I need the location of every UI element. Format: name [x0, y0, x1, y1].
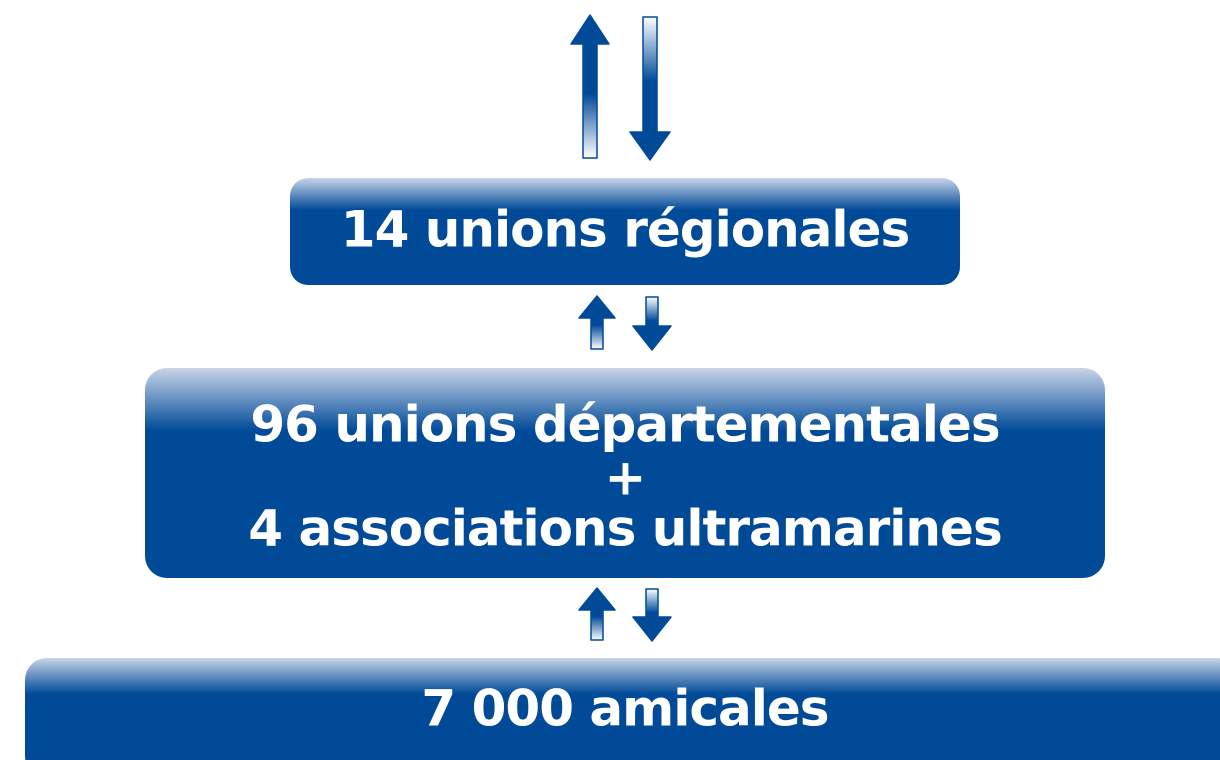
arrows-middle [578, 295, 672, 351]
arrow-up [578, 587, 616, 641]
arrows-top [570, 14, 671, 161]
arrow-down [632, 588, 672, 642]
arrow-down [632, 296, 672, 351]
arrows-bottom [578, 587, 672, 642]
arrow-up [578, 295, 616, 350]
arrow-down [629, 16, 671, 161]
node-label: 4 associations ultramarines [248, 500, 1001, 558]
node-label: + [605, 449, 646, 507]
node-label: 14 unions régionales [341, 201, 909, 259]
node-label: 7 000 amicales [421, 680, 828, 738]
node-box [290, 178, 960, 285]
node-box [25, 658, 1220, 760]
node-label: 96 unions départementales [250, 396, 999, 454]
arrow-up [570, 14, 610, 159]
node-box [145, 368, 1105, 578]
